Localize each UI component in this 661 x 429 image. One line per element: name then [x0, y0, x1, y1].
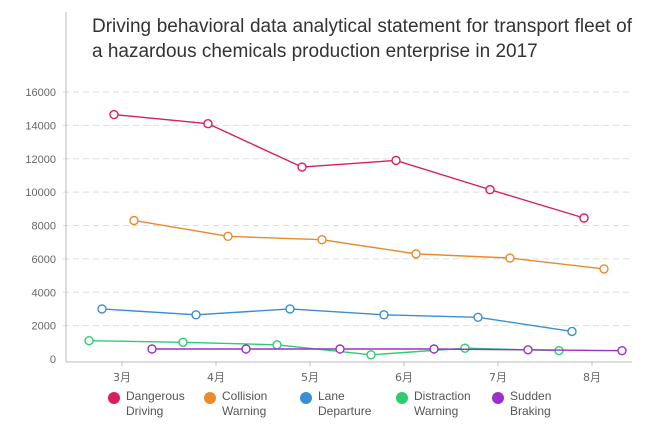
- data-point: [297, 162, 307, 172]
- legend-marker-icon: [204, 392, 216, 404]
- series-line: [88, 339, 560, 356]
- legend-label: Dangerous Driving: [126, 389, 185, 418]
- x-tick-label: 5月: [301, 371, 319, 384]
- legend-marker-icon: [300, 392, 312, 404]
- data-point: [223, 231, 233, 242]
- data-point: [241, 344, 251, 354]
- x-tick-label: 7月: [489, 371, 507, 384]
- data-point: [191, 310, 201, 320]
- data-point: [84, 335, 94, 346]
- data-point: [505, 253, 515, 263]
- data-point: [129, 215, 139, 226]
- data-point: [379, 310, 389, 320]
- y-tick-label: 12000: [25, 154, 56, 166]
- data-point: [317, 234, 327, 245]
- y-tick-label: 4000: [32, 287, 56, 299]
- data-point: [178, 337, 188, 348]
- x-tick-label: 4月: [207, 371, 225, 384]
- series-line: [133, 219, 605, 270]
- data-point: [203, 119, 213, 129]
- legend-label: Sudden Braking: [510, 389, 552, 418]
- data-point: [473, 312, 483, 322]
- y-tick-label: 8000: [32, 221, 56, 233]
- legend-item[interactable]: Sudden Braking: [492, 389, 588, 419]
- data-point: [523, 345, 533, 355]
- legend-marker-icon: [396, 392, 408, 404]
- chart-legend: Dangerous Driving Collision Warning Lane Depa…: [108, 389, 588, 419]
- legend-label: Distraction Warning: [414, 389, 471, 418]
- data-point: [567, 326, 577, 337]
- data-point: [147, 344, 157, 354]
- y-tick-label: 6000: [32, 254, 56, 266]
- legend-item[interactable]: Collision Warning: [204, 389, 300, 419]
- data-point: [97, 304, 107, 314]
- data-point: [272, 340, 282, 350]
- y-tick-label: 10000: [25, 187, 56, 199]
- data-point: [285, 304, 295, 314]
- data-point: [617, 345, 627, 356]
- data-point: [579, 213, 589, 223]
- x-tick-label: 8月: [583, 371, 601, 384]
- legend-item[interactable]: Lane Departure: [300, 389, 396, 419]
- data-point: [429, 344, 439, 354]
- series-line: [101, 308, 573, 333]
- legend-marker-icon: [492, 392, 504, 404]
- legend-item[interactable]: Distraction Warning: [396, 389, 492, 419]
- x-tick-label: 6月: [395, 371, 413, 384]
- data-point: [109, 109, 119, 120]
- data-point: [335, 344, 345, 354]
- data-point: [411, 249, 421, 259]
- y-tick-label: 14000: [25, 120, 56, 132]
- legend-marker-icon: [108, 392, 120, 404]
- legend-label: Lane Departure: [318, 389, 372, 418]
- chart-title: Driving behavioral data analytical state…: [92, 16, 632, 62]
- data-point: [485, 184, 495, 195]
- x-tick-label: 3月: [113, 371, 131, 384]
- series-line: [113, 113, 585, 219]
- legend-label: Collision Warning: [222, 389, 268, 418]
- legend-item[interactable]: Dangerous Driving: [108, 389, 204, 419]
- data-point: [366, 350, 376, 360]
- series-line: [152, 348, 623, 352]
- y-tick-label: 0: [50, 354, 56, 366]
- y-tick-label: 2000: [32, 321, 56, 333]
- data-point: [460, 343, 470, 353]
- data-point: [391, 155, 401, 166]
- data-point: [599, 264, 609, 274]
- y-tick-label: 16000: [25, 87, 56, 99]
